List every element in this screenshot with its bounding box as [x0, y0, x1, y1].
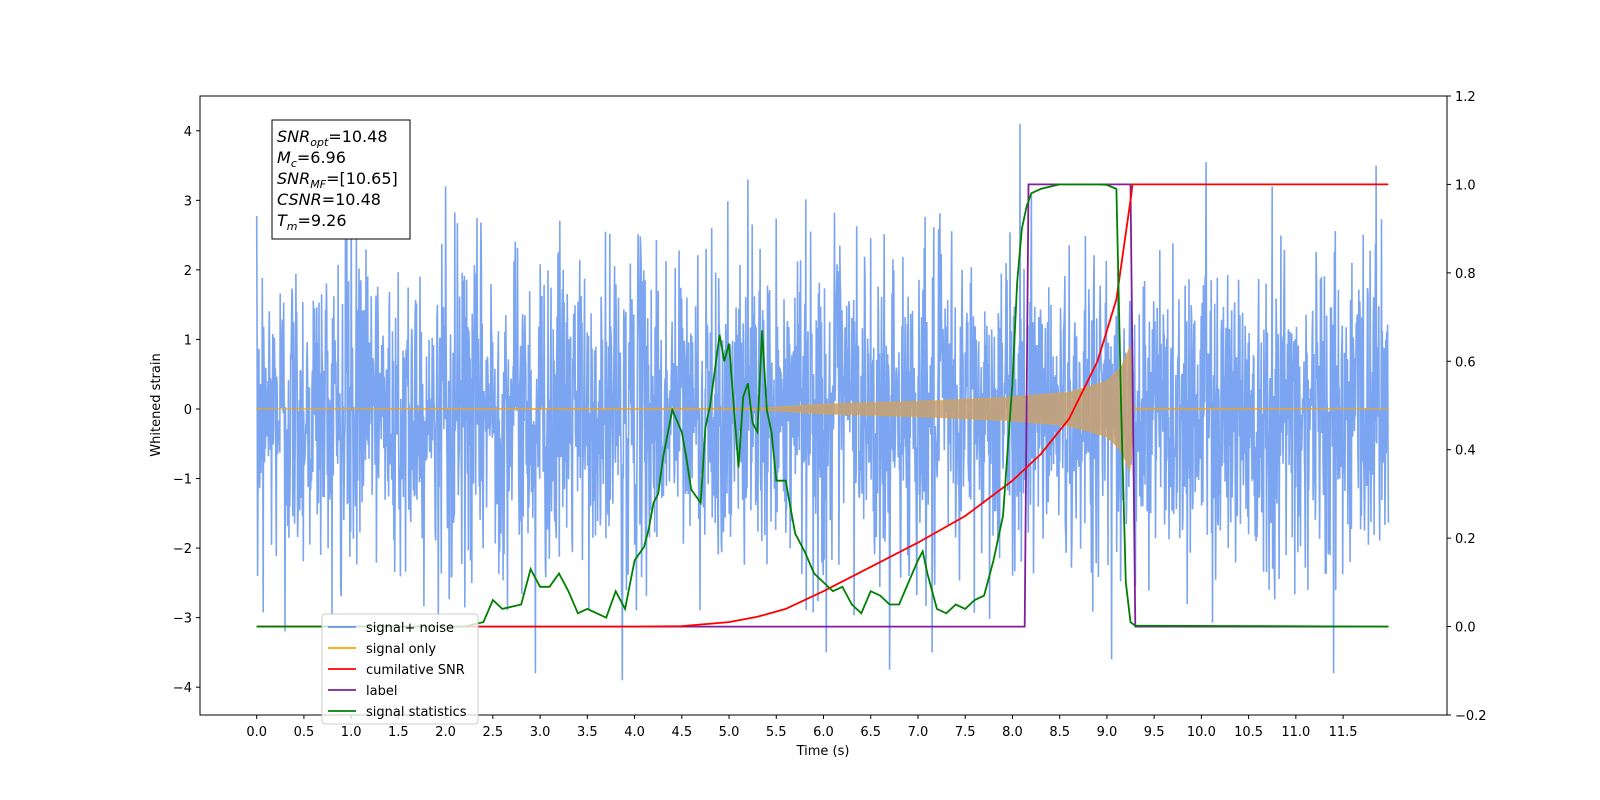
annotation-frame	[271, 119, 411, 240]
signal-plus-noise-line	[255, 123, 1390, 681]
x-tick-label: 3.5	[577, 725, 598, 740]
annotation-box: SNRopt=10.48Mc=6.96SNRMF=[10.65]CSNR=10.…	[271, 119, 411, 240]
x-tick-label: 7.5	[955, 725, 976, 740]
right-y-tick-label: 0.8	[1455, 267, 1476, 282]
x-tick-label: 8.5	[1049, 725, 1070, 740]
right-y-tick-label: 0.2	[1455, 532, 1476, 547]
x-axis-label: Time (s)	[796, 744, 850, 759]
x-tick-label: 2.0	[435, 725, 456, 740]
annotation-line: Mc=6.96	[277, 148, 346, 170]
x-tick-label: 5.5	[766, 725, 787, 740]
legend-label: signal statistics	[366, 705, 467, 720]
annotation-line: SNRopt=10.48	[277, 127, 388, 149]
x-tick-label: 9.5	[1144, 725, 1165, 740]
right-y-axis: −0.2 0.0 0.2 0.4 0.6 0.8 1.0 1.2	[1447, 90, 1487, 724]
x-tick-label: 7.0	[908, 725, 929, 740]
annotation-line: Tm=9.26	[277, 211, 347, 233]
y-axis: −4 −3 −2 −1 0 1 2 3 4	[173, 125, 200, 696]
y-tick-label: 1	[184, 333, 192, 348]
x-tick-label: 10.0	[1187, 725, 1216, 740]
x-tick-label: 6.5	[860, 725, 881, 740]
signal-plus-noise-series	[255, 123, 1390, 681]
x-tick-label: 0.0	[246, 725, 267, 740]
x-tick-label: 8.0	[1002, 725, 1023, 740]
y-tick-label: 3	[184, 194, 192, 209]
y-tick-label: −1	[173, 473, 192, 488]
right-y-tick-label: 1.2	[1455, 90, 1476, 105]
x-tick-label: 3.0	[530, 725, 551, 740]
cumilative-snr-line	[256, 183, 1389, 628]
legend-label: label	[366, 684, 397, 699]
x-tick-label: 9.0	[1097, 725, 1118, 740]
legend: signal+ noise signal only cumilative SNR la…	[321, 613, 479, 725]
x-tick-label: 11.5	[1329, 725, 1358, 740]
signal-only-series	[256, 346, 1389, 472]
right-y-tick-label: 0.6	[1455, 355, 1476, 370]
y-tick-label: −4	[173, 681, 192, 696]
x-tick-label: 6.0	[813, 725, 834, 740]
x-tick-label: 11.0	[1281, 725, 1310, 740]
y-axis-label: Whitened strain	[149, 353, 164, 456]
x-tick-label: 10.5	[1234, 725, 1263, 740]
x-axis: 0.0 0.5 1.0 1.5 2.0 2.5 3.0 3.5 4.0 4.5 5.0 5.5 6.0 6…	[246, 715, 1358, 740]
signal-statistics-line	[256, 183, 1389, 628]
signal-only-line	[256, 346, 1389, 472]
x-tick-label: 1.0	[341, 725, 362, 740]
x-tick-label: 1.5	[388, 725, 409, 740]
right-y-tick-label: −0.2	[1455, 709, 1487, 724]
x-tick-label: 0.5	[294, 725, 315, 740]
y-tick-label: 0	[184, 403, 192, 418]
x-tick-label: 2.5	[483, 725, 504, 740]
legend-label: signal+ noise	[366, 621, 454, 636]
right-y-tick-label: 0.0	[1455, 621, 1476, 636]
legend-label: cumilative SNR	[366, 663, 465, 678]
right-axis-series	[256, 183, 1389, 628]
y-tick-label: 4	[184, 125, 192, 140]
annotation-line: SNRMF=[10.65]	[277, 169, 398, 191]
annotation-line: CSNR=10.48	[277, 190, 381, 209]
legend-label: signal only	[366, 642, 436, 657]
y-tick-label: 2	[184, 264, 192, 279]
legend-frame	[321, 613, 479, 725]
x-tick-label: 4.5	[671, 725, 692, 740]
x-tick-label: 5.0	[719, 725, 740, 740]
x-tick-label: 4.0	[624, 725, 645, 740]
y-tick-label: −2	[173, 542, 192, 557]
right-y-tick-label: 1.0	[1455, 178, 1476, 193]
right-y-tick-label: 0.4	[1455, 444, 1476, 459]
y-tick-label: −3	[173, 612, 192, 627]
